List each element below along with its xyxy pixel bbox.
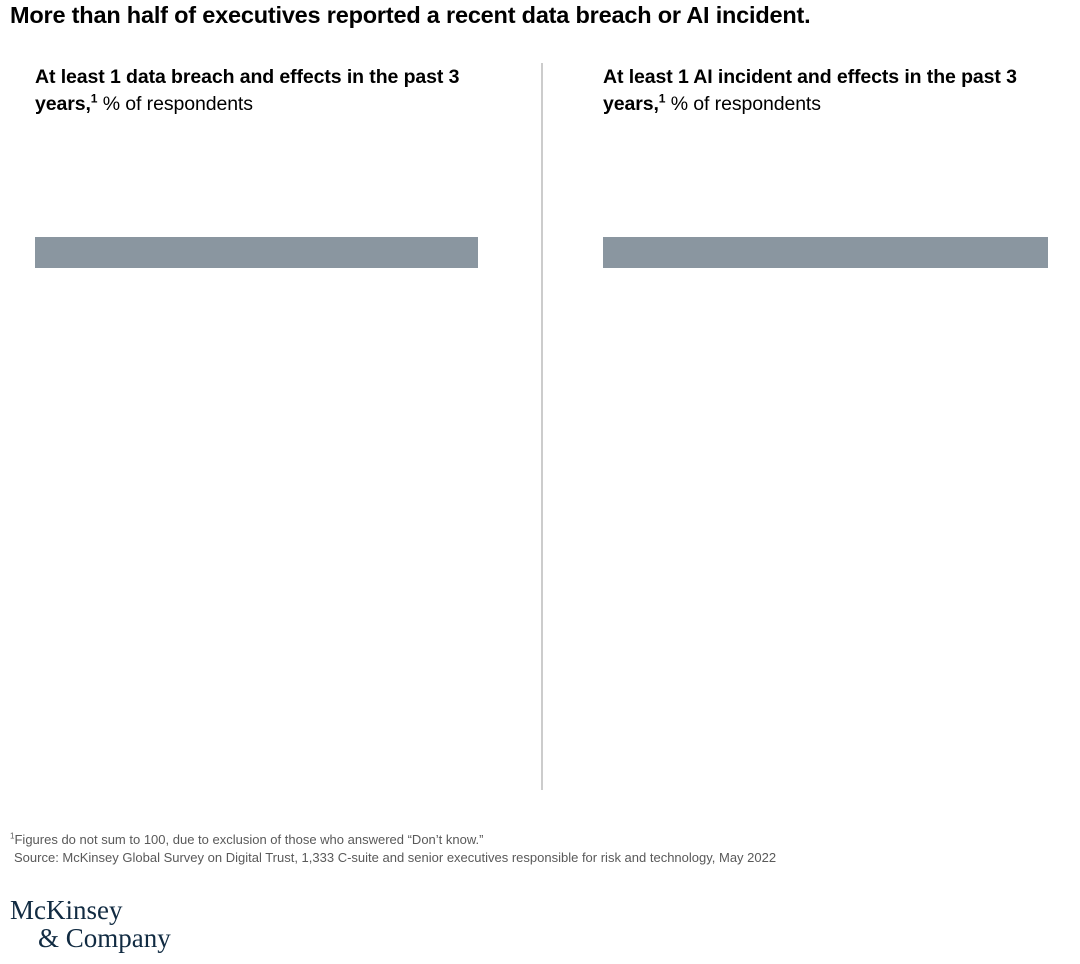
logo-line1: McKinsey [10,895,123,925]
footnote-marker: 1 [90,91,98,106]
footnote-marker: 1 [10,831,15,841]
footnotes: 1Figures do not sum to 100, due to exclu… [10,831,776,867]
footnote-marker: 1 [658,91,666,106]
bar-ai-incident [603,237,1048,268]
panel-heading-data-breach: At least 1 data breach and effects in th… [35,64,491,118]
panel-divider [541,63,543,790]
bar-track-data-breach [35,237,478,268]
footnote-note: 1Figures do not sum to 100, due to exclu… [10,831,776,849]
mckinsey-logo: McKinsey & Company [10,896,171,953]
bar-data-breach [35,237,478,268]
footnote-source-text: Source: McKinsey Global Survey on Digita… [14,850,777,866]
panel-heading-ai-incident: At least 1 AI incident and effects in th… [603,64,1059,118]
logo-line2: & Company [38,923,171,954]
panel-heading-bold: At least 1 data breach and effects in th… [35,66,460,115]
footnote-source: Source: McKinsey Global Survey on Digita… [10,849,776,867]
panel-heading-unit: % of respondents [97,92,253,115]
bar-track-ai-incident [603,237,1048,268]
panel-data-breach: At least 1 data breach and effects in th… [35,64,491,118]
footnote-note-text: Figures do not sum to 100, due to exclus… [14,832,484,847]
panel-heading-unit: % of respondents [665,92,821,115]
panel-heading-bold: At least 1 AI incident and effects in th… [603,66,1017,115]
exhibit-title: More than half of executives reported a … [10,2,811,28]
panel-ai-incident: At least 1 AI incident and effects in th… [603,64,1059,118]
